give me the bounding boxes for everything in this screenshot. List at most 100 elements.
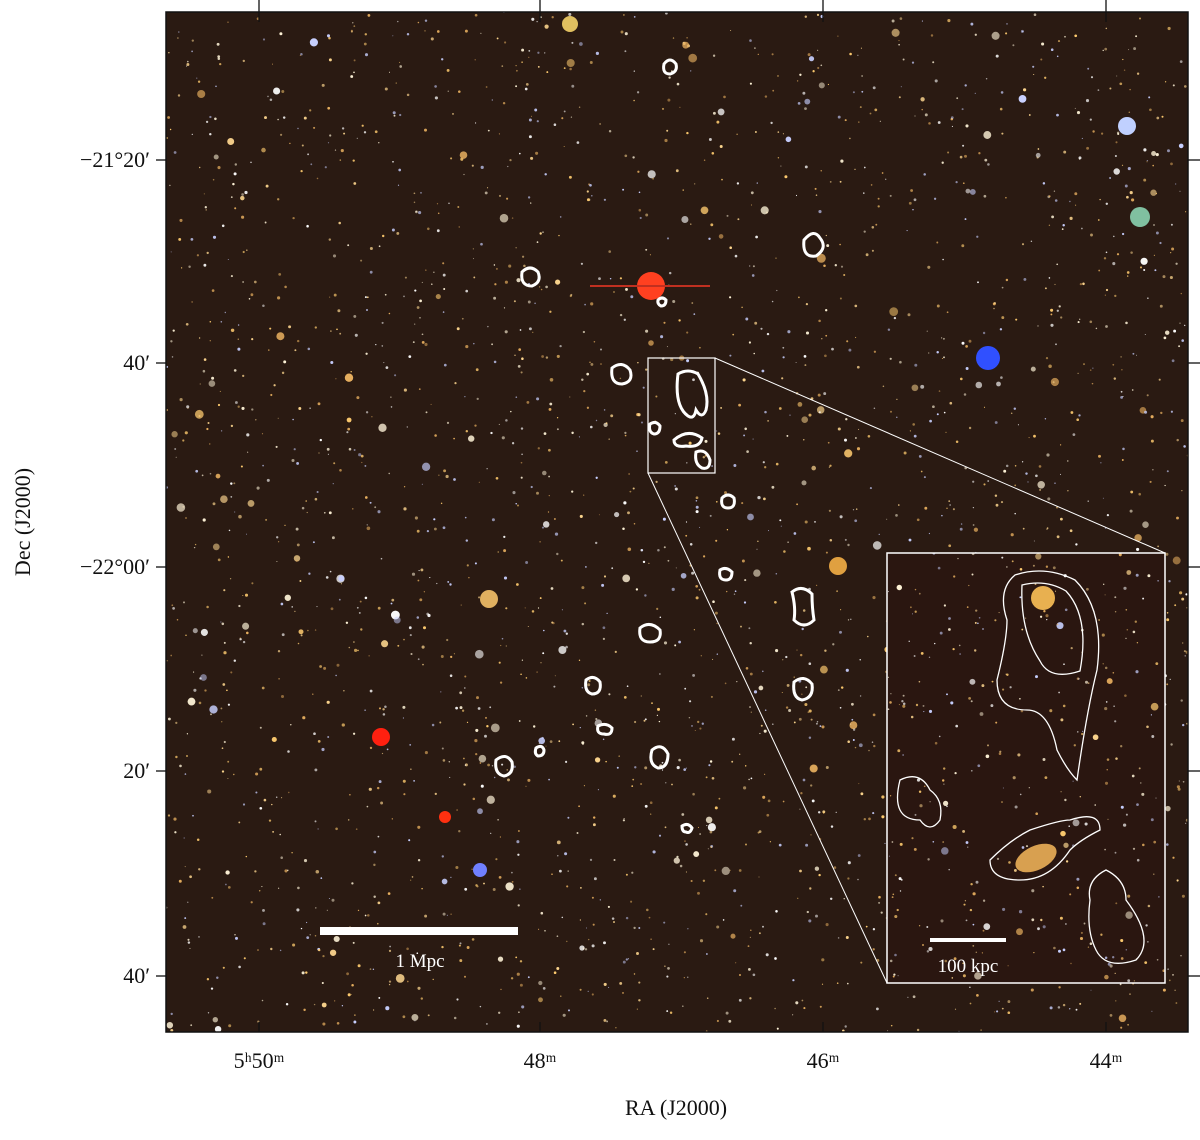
star — [775, 257, 777, 259]
star — [412, 341, 415, 344]
star — [899, 360, 902, 364]
star — [563, 110, 566, 113]
star — [829, 464, 832, 467]
star — [615, 1027, 617, 1029]
star — [776, 1027, 779, 1030]
star — [298, 407, 302, 410]
star — [1158, 378, 1161, 381]
star — [447, 580, 450, 583]
star — [614, 512, 620, 518]
star — [627, 547, 632, 552]
star — [395, 974, 405, 983]
star — [378, 996, 381, 999]
star — [752, 438, 754, 440]
star — [888, 855, 890, 857]
star — [1185, 593, 1188, 596]
star — [740, 904, 743, 907]
star — [863, 166, 866, 169]
star — [744, 427, 747, 431]
star — [378, 780, 382, 784]
star — [1180, 419, 1184, 423]
star — [964, 218, 967, 221]
star — [948, 544, 952, 548]
star — [965, 367, 969, 370]
star — [182, 601, 186, 604]
star — [1065, 923, 1067, 925]
star — [474, 424, 477, 427]
star — [1062, 223, 1065, 227]
star — [1022, 30, 1024, 33]
star — [418, 570, 420, 572]
star — [555, 279, 561, 285]
star — [804, 520, 808, 524]
star — [495, 858, 498, 861]
star — [403, 295, 405, 298]
star — [899, 17, 903, 20]
star — [239, 637, 241, 639]
star — [624, 50, 627, 53]
star — [880, 911, 883, 914]
star — [204, 689, 207, 692]
star — [802, 91, 806, 95]
star — [699, 526, 701, 528]
star — [911, 837, 914, 840]
star — [399, 61, 401, 63]
star — [994, 619, 997, 622]
star — [764, 95, 768, 98]
star — [474, 13, 478, 17]
star — [579, 726, 581, 729]
star — [363, 131, 367, 134]
star — [209, 472, 212, 475]
star — [347, 993, 351, 997]
star — [900, 879, 903, 881]
star — [446, 638, 449, 642]
star — [633, 973, 636, 975]
star — [981, 684, 985, 688]
star — [487, 325, 489, 328]
star — [1101, 633, 1105, 637]
star — [230, 275, 233, 278]
star — [1076, 111, 1081, 115]
star — [707, 848, 709, 850]
star — [538, 737, 546, 745]
star — [758, 685, 764, 691]
star — [1168, 979, 1171, 982]
star — [578, 805, 580, 808]
star — [599, 123, 601, 125]
star — [859, 106, 862, 109]
star — [881, 815, 885, 819]
star — [584, 948, 588, 951]
star — [595, 717, 598, 721]
star — [920, 384, 925, 389]
star — [623, 696, 627, 699]
star — [821, 958, 825, 962]
star — [1030, 988, 1034, 992]
star — [802, 609, 806, 612]
star — [764, 773, 766, 775]
star — [186, 733, 189, 735]
star — [1176, 516, 1179, 520]
star — [372, 968, 375, 971]
star — [517, 365, 521, 368]
star — [849, 137, 851, 140]
star — [1102, 663, 1104, 665]
star — [211, 896, 214, 899]
star — [820, 64, 823, 67]
star — [950, 701, 954, 705]
star — [186, 405, 190, 409]
star — [220, 707, 223, 710]
star — [526, 400, 530, 404]
star — [818, 873, 821, 877]
star — [1089, 118, 1092, 121]
star — [576, 141, 580, 144]
star — [170, 340, 173, 343]
star — [207, 789, 212, 794]
star — [327, 736, 330, 738]
star — [544, 173, 547, 176]
star — [982, 628, 984, 630]
star — [856, 447, 861, 451]
star — [681, 215, 689, 224]
star — [671, 783, 673, 786]
star — [561, 609, 563, 611]
star — [1170, 223, 1173, 226]
